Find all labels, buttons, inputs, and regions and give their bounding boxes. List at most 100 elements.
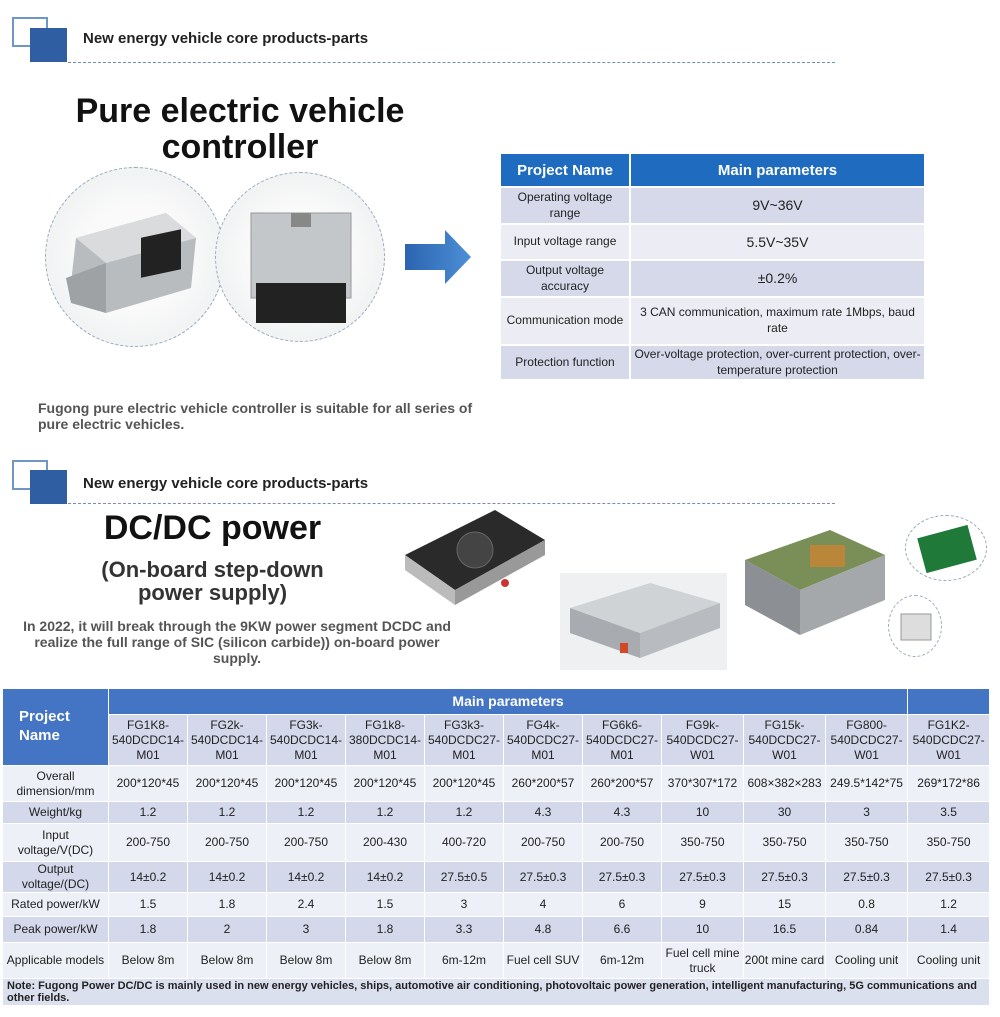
circuit-board-image [905,515,987,581]
page-title: Pure electric vehicle controller [75,92,405,166]
cell: Fuel cell mine truck [661,942,744,979]
cell: 200*120*45 [108,765,188,802]
model-name: FG15k-540DCDC27-W01 [743,714,826,766]
cell: 4.8 [503,916,583,943]
model-name: FG9k-540DCDC27-W01 [661,714,744,766]
cell: Cooling unit [907,942,991,979]
cell: 14±0.2 [266,861,346,893]
dcdc-image-box [560,573,727,670]
cell: 1.2 [108,801,188,824]
param-value: 3 CAN communication, maximum rate 1Mbps,… [629,296,926,346]
param-value: ±0.2% [629,259,926,298]
cell: Cooling unit [824,942,909,979]
cell: 27.5±0.3 [661,861,744,893]
cell: 1.8 [108,916,188,943]
param-name: Operating voltage range [499,186,631,225]
cell: 10 [661,801,744,824]
param-name: Communication mode [499,296,631,346]
model-name: FG1k8-380DCDC14-M01 [345,714,425,766]
row-label: Weight/kg [2,801,109,824]
param-name: Input voltage range [499,223,631,261]
model-name: FG800-540DCDC27-W01 [824,714,909,766]
cell: 269*172*86 [907,765,991,802]
cell: 9 [661,892,744,917]
cell: 27.5±0.3 [503,861,583,893]
dcdc-params-table: Project Name Main parameters FG1K8-540DCDC… [1,688,991,1007]
cell: 200*120*45 [187,765,267,802]
header-square-filled [30,470,67,504]
row-label: Input voltage/V(DC) [2,823,109,862]
cell: 260*200*57 [582,765,662,802]
cell: 15 [743,892,826,917]
divider [68,503,835,504]
section-description: In 2022, it will break through the 9KW p… [23,618,451,667]
row-label: Peak power/kW [2,916,109,943]
cell: 608×382×283 [743,765,826,802]
controller-image-2 [215,172,385,342]
model-name: FG1K8-540DCDC14-M01 [108,714,188,766]
cell: 0.8 [824,892,909,917]
table-row: Overall dimension/mm 200*120*45 200*120*45… [2,765,991,802]
cell: 400-720 [424,823,504,862]
row-label: Overall dimension/mm [2,765,109,802]
cell: 3 [266,916,346,943]
cell: 1.2 [187,801,267,824]
cell: 4 [503,892,583,917]
param-value: 9V~36V [629,186,926,225]
cell: 249.5*142*75 [824,765,909,802]
row-label: Applicable models [2,942,109,979]
cell: 2 [187,916,267,943]
cell: Below 8m [266,942,346,979]
model-name: FG2k-540DCDC14-M01 [187,714,267,766]
model-name: FG3k-540DCDC14-M01 [266,714,346,766]
row-label: Output voltage/(DC) [2,861,109,893]
cell: 6m-12m [582,942,662,979]
cell: 27.5±0.3 [743,861,826,893]
cell: 3.5 [907,801,991,824]
section-subtitle: (On-board step-down power supply) [101,557,324,606]
cell: 30 [743,801,826,824]
model-name: FG6k6-540DCDC27-M01 [582,714,662,766]
table-note: Note: Fugong Power DC/DC is mainly used … [1,977,991,1007]
cell: 1.5 [345,892,425,917]
dcdc-image-charger [395,505,550,615]
param-value: Over-voltage protection, over-current pr… [629,344,926,381]
cell: 1.8 [345,916,425,943]
cell: 260*200*57 [503,765,583,802]
table-row: Input voltage/V(DC) 200-750 200-750 200-750… [2,823,991,862]
section-header: New energy vehicle core products-parts [83,475,369,492]
table-row: Rated power/kW 1.5 1.8 2.4 1.5 3 4 6 9 15 0.8 1.2 [2,892,991,917]
col-header: Project Name [499,152,631,188]
model-name: FG1K2-540DCDC27-W01 [907,714,991,766]
cell: 10 [661,916,744,943]
cell: 6 [582,892,662,917]
section-title: DC/DC power [103,509,322,547]
cell: 1.2 [907,892,991,917]
cell: 200-750 [266,823,346,862]
project-name-header: Project Name [2,688,109,766]
cell: 2.4 [266,892,346,917]
cell: 200t mine card [743,942,826,979]
arrow-right-icon [405,230,473,289]
cell: 200-750 [503,823,583,862]
table-row: Output voltage/(DC) 14±0.2 14±0.2 14±0.2 14±… [2,861,991,893]
section-header: New energy vehicle core products-parts [83,30,369,47]
cell: 1.5 [108,892,188,917]
cell: 1.8 [187,892,267,917]
cell: 4.3 [582,801,662,824]
cell: 200*120*45 [345,765,425,802]
cell: 27.5±0.3 [907,861,991,893]
cell: 3 [824,801,909,824]
cell: 200-430 [345,823,425,862]
module-image [888,595,942,657]
model-name: FG3k3-540DCDC27-M01 [424,714,504,766]
cell: Fuel cell SUV [503,942,583,979]
main-parameters-header: Main parameters [107,688,909,715]
cell: 200-750 [582,823,662,862]
row-label: Rated power/kW [2,892,109,917]
cell: 200*120*45 [424,765,504,802]
divider [68,62,835,63]
cell: 14±0.2 [345,861,425,893]
param-name: Protection function [499,344,631,381]
table-row: Applicable models Below 8m Below 8m Below 8… [2,942,991,979]
